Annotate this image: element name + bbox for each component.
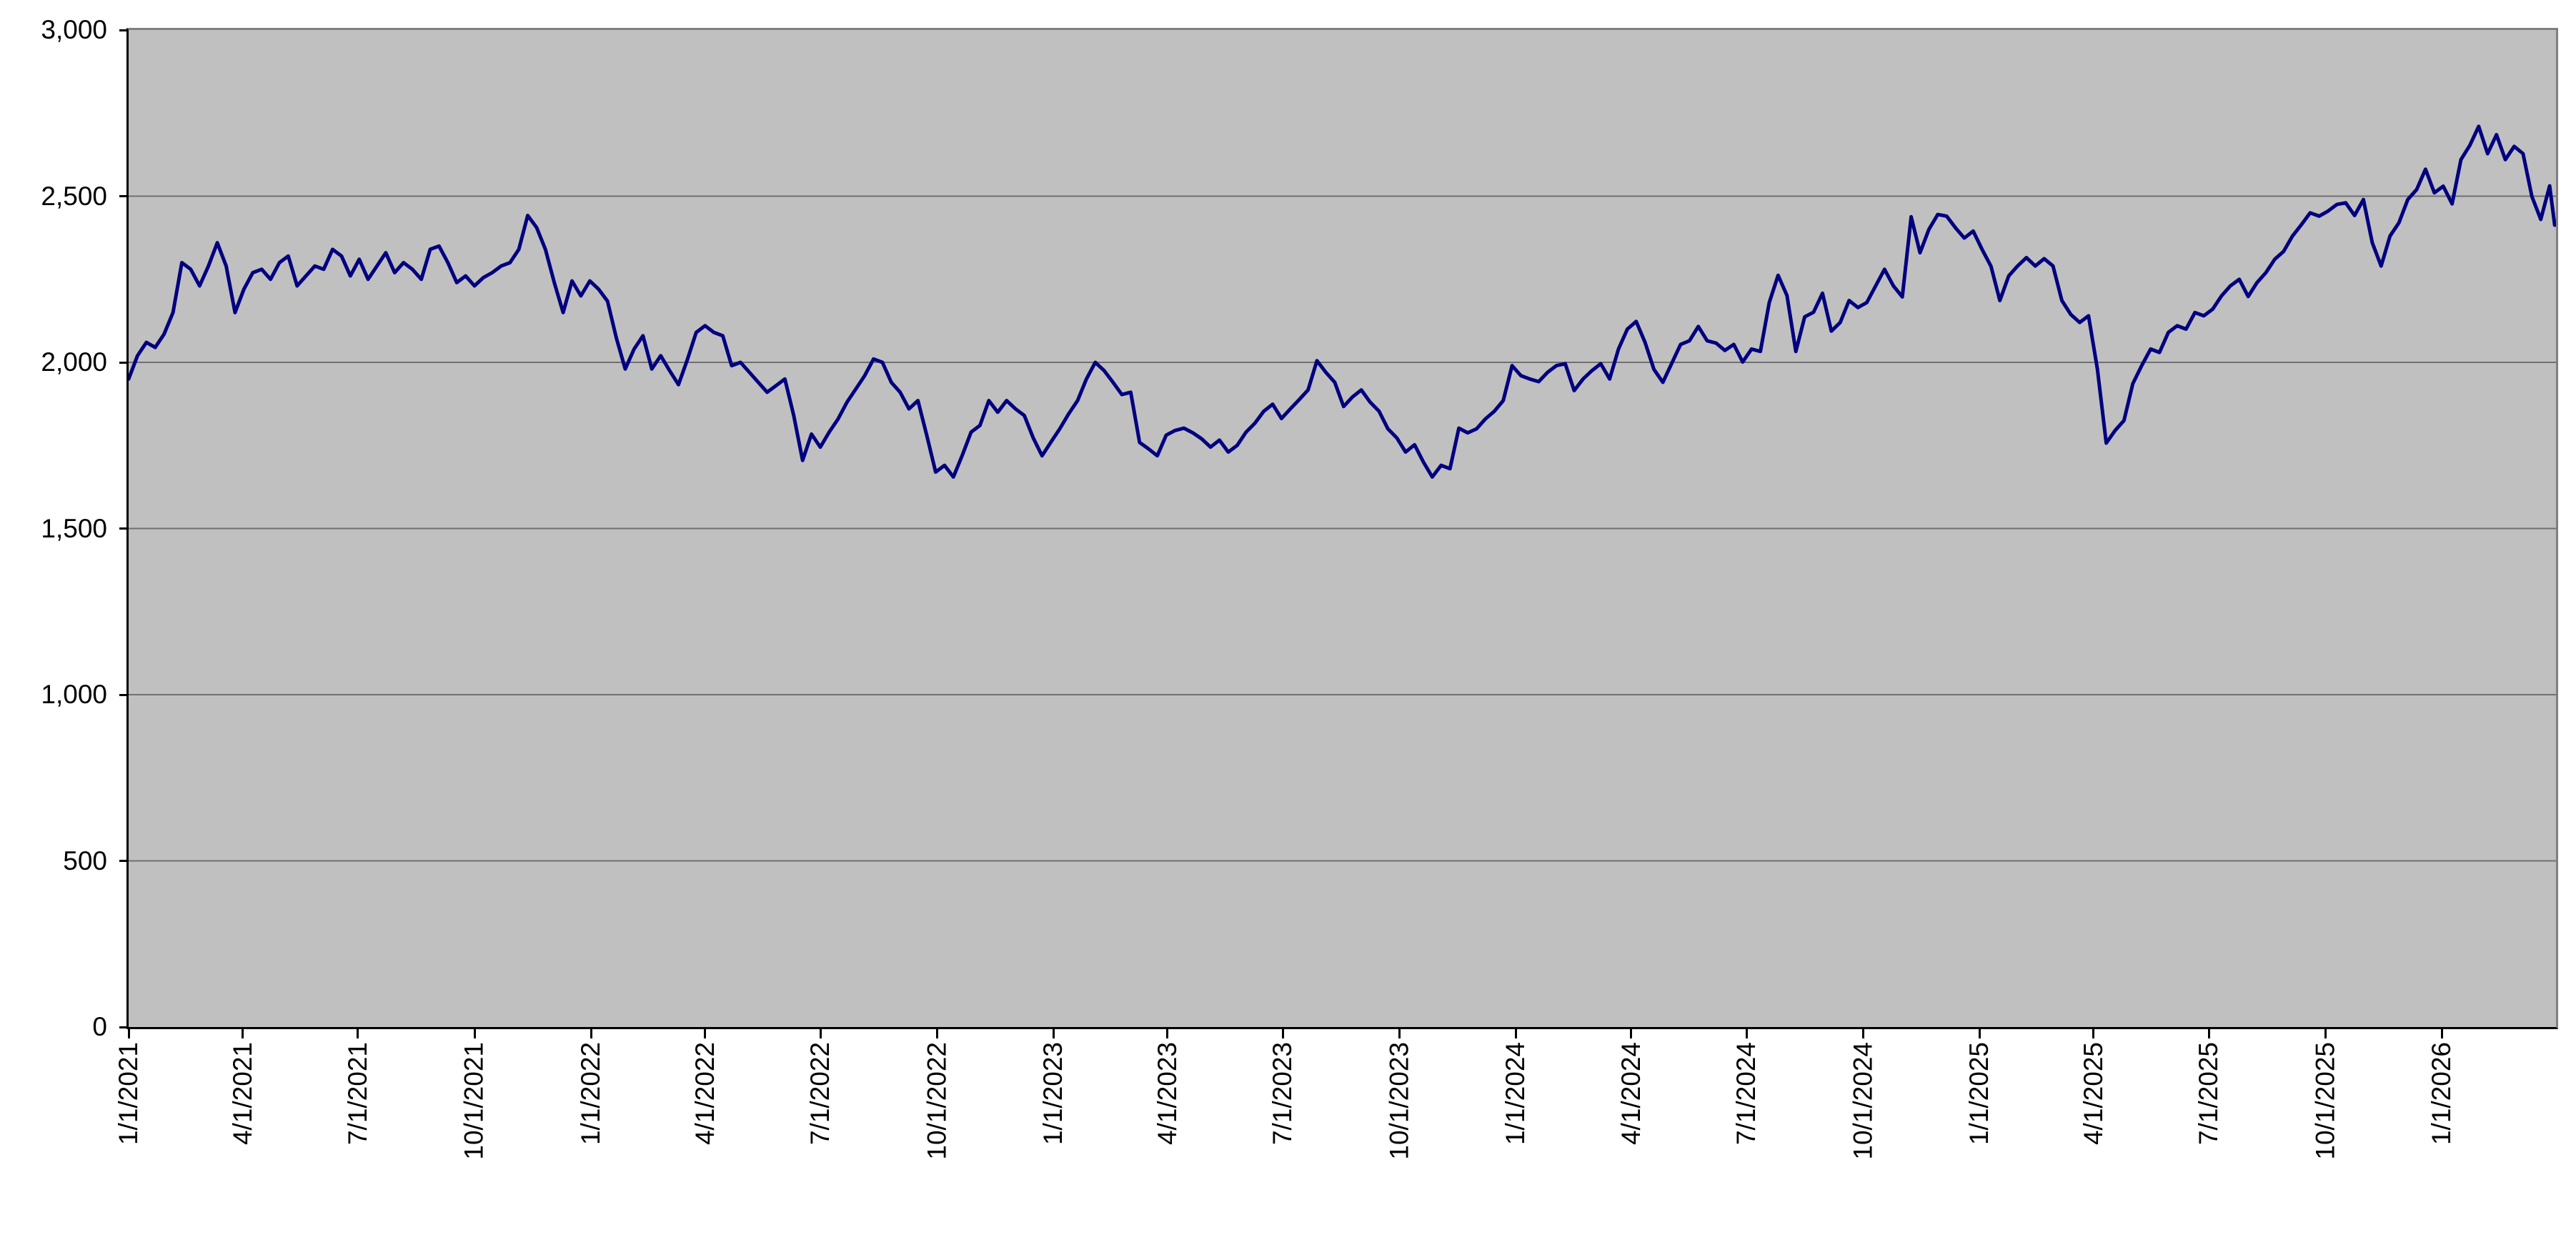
y-axis-tick-label: 2,500 [41, 181, 107, 211]
x-axis-tick-label: 4/1/2024 [1616, 1042, 1646, 1146]
x-axis-tick-mark [819, 1029, 822, 1038]
y-axis-tick-mark [119, 195, 129, 197]
x-axis-tick-mark [1745, 1029, 1748, 1038]
y-axis-tick-label: 3,000 [41, 15, 107, 44]
x-axis-tick-label: 10/1/2022 [922, 1042, 952, 1160]
x-axis-tick-label: 7/1/2023 [1268, 1042, 1298, 1146]
y-axis-tick-mark [119, 860, 129, 862]
x-axis-tick-mark [2440, 1029, 2443, 1038]
x-axis-tick-label: 1/1/2026 [2427, 1042, 2457, 1146]
x-axis-tick-mark [357, 1029, 359, 1038]
x-axis-tick-mark [1514, 1029, 1517, 1038]
x-axis-tick-mark [1052, 1029, 1055, 1038]
x-axis-tick-mark [1166, 1029, 1169, 1038]
y-axis-tick-label: 1,500 [41, 513, 107, 543]
plot-area [126, 28, 2558, 1029]
x-axis-tick-label: 4/1/2023 [1152, 1042, 1182, 1146]
y-axis-tick-mark [119, 361, 129, 364]
x-axis-tick-label: 1/1/2023 [1038, 1042, 1068, 1146]
y-axis-tick-label: 1,000 [41, 680, 107, 709]
x-axis-tick-mark [590, 1029, 592, 1038]
x-axis-tick-mark [704, 1029, 707, 1038]
x-axis-tick-mark [2207, 1029, 2210, 1038]
y-axis-tick-mark [119, 693, 129, 696]
y-axis-tick-mark [119, 29, 129, 31]
x-axis-tick-mark [2324, 1029, 2327, 1038]
x-axis-tick-mark [473, 1029, 476, 1038]
x-axis-tick-label: 10/1/2024 [1848, 1042, 1878, 1160]
gridlines [129, 195, 2556, 862]
x-axis-tick-label: 4/1/2025 [2078, 1042, 2108, 1146]
x-axis-tick-mark [1978, 1029, 1981, 1038]
x-axis-tick-label: 10/1/2023 [1384, 1042, 1414, 1160]
x-axis-tick-label: 1/1/2021 [114, 1042, 143, 1146]
x-axis-tick-label: 7/1/2022 [805, 1042, 835, 1146]
x-axis-tick-label: 1/1/2022 [576, 1042, 606, 1146]
x-axis-tick-mark [1630, 1029, 1633, 1038]
chart-canvas [129, 124, 2556, 862]
x-axis-tick-mark [1398, 1029, 1401, 1038]
y-axis-tick-mark [119, 1026, 129, 1028]
x-axis-tick-mark [242, 1029, 244, 1038]
x-axis-tick-label: 10/1/2025 [2310, 1042, 2340, 1160]
x-axis-tick-label: 10/1/2021 [459, 1042, 489, 1160]
y-axis-tick-label: 2,000 [41, 347, 107, 377]
x-axis-tick-mark [935, 1029, 938, 1038]
x-axis-tick-mark [1861, 1029, 1864, 1038]
y-axis-tick-label: 500 [63, 845, 107, 876]
y-axis-tick-label: 0 [92, 1012, 107, 1041]
x-axis-tick-mark [127, 1029, 130, 1038]
series-line [129, 124, 2556, 479]
x-axis-tick-mark [2092, 1029, 2095, 1038]
y-axis-tick-mark [119, 527, 129, 530]
x-axis-tick-label: 4/1/2022 [690, 1042, 720, 1146]
x-axis-tick-label: 1/1/2024 [1501, 1042, 1531, 1146]
x-axis-tick-label: 7/1/2025 [2194, 1042, 2224, 1146]
x-axis-tick-label: 7/1/2024 [1731, 1042, 1761, 1146]
x-axis-tick-label: 1/1/2025 [1964, 1042, 1994, 1146]
x-axis-tick-label: 4/1/2021 [227, 1042, 257, 1146]
x-axis-tick-mark [1281, 1029, 1284, 1038]
x-axis-tick-label: 7/1/2021 [342, 1042, 372, 1146]
